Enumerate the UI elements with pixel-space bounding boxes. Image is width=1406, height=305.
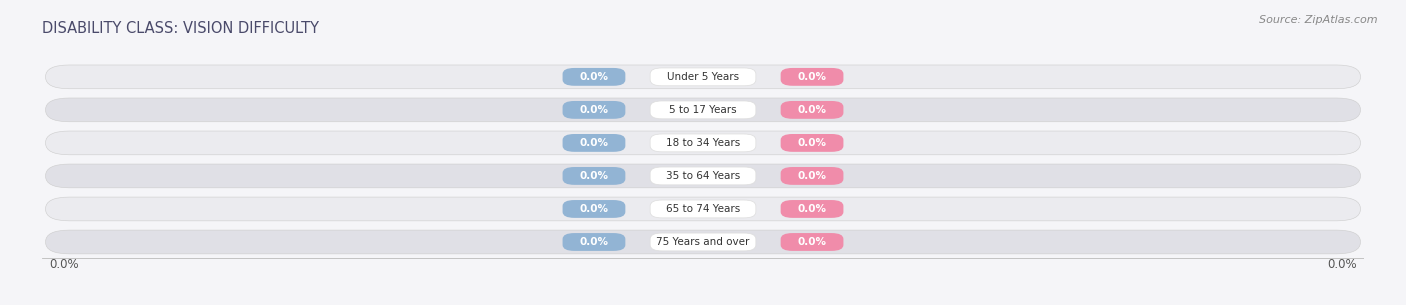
Text: 0.0%: 0.0% bbox=[579, 138, 609, 148]
Text: Under 5 Years: Under 5 Years bbox=[666, 72, 740, 82]
FancyBboxPatch shape bbox=[780, 134, 844, 152]
FancyBboxPatch shape bbox=[650, 233, 756, 251]
Text: 0.0%: 0.0% bbox=[797, 72, 827, 82]
FancyBboxPatch shape bbox=[650, 167, 756, 185]
FancyBboxPatch shape bbox=[780, 68, 844, 86]
FancyBboxPatch shape bbox=[45, 230, 1361, 254]
FancyBboxPatch shape bbox=[45, 65, 1361, 89]
Text: 18 to 34 Years: 18 to 34 Years bbox=[666, 138, 740, 148]
Text: 75 Years and over: 75 Years and over bbox=[657, 237, 749, 247]
FancyBboxPatch shape bbox=[650, 68, 756, 86]
FancyBboxPatch shape bbox=[780, 167, 844, 185]
Text: 5 to 17 Years: 5 to 17 Years bbox=[669, 105, 737, 115]
FancyBboxPatch shape bbox=[562, 167, 626, 185]
Text: 35 to 64 Years: 35 to 64 Years bbox=[666, 171, 740, 181]
Text: 0.0%: 0.0% bbox=[49, 258, 79, 271]
FancyBboxPatch shape bbox=[650, 200, 756, 218]
Text: 0.0%: 0.0% bbox=[579, 105, 609, 115]
FancyBboxPatch shape bbox=[45, 164, 1361, 188]
FancyBboxPatch shape bbox=[45, 98, 1361, 122]
FancyBboxPatch shape bbox=[780, 200, 844, 218]
Text: 65 to 74 Years: 65 to 74 Years bbox=[666, 204, 740, 214]
Text: 0.0%: 0.0% bbox=[579, 72, 609, 82]
Text: 0.0%: 0.0% bbox=[579, 204, 609, 214]
Text: 0.0%: 0.0% bbox=[797, 204, 827, 214]
Text: 0.0%: 0.0% bbox=[797, 237, 827, 247]
FancyBboxPatch shape bbox=[562, 68, 626, 86]
Text: 0.0%: 0.0% bbox=[797, 138, 827, 148]
FancyBboxPatch shape bbox=[650, 101, 756, 119]
FancyBboxPatch shape bbox=[650, 134, 756, 152]
Text: 0.0%: 0.0% bbox=[579, 171, 609, 181]
Text: 0.0%: 0.0% bbox=[579, 237, 609, 247]
FancyBboxPatch shape bbox=[562, 101, 626, 119]
FancyBboxPatch shape bbox=[780, 101, 844, 119]
FancyBboxPatch shape bbox=[45, 131, 1361, 155]
FancyBboxPatch shape bbox=[780, 233, 844, 251]
Text: 0.0%: 0.0% bbox=[797, 171, 827, 181]
FancyBboxPatch shape bbox=[562, 134, 626, 152]
Text: 0.0%: 0.0% bbox=[1327, 258, 1357, 271]
Text: DISABILITY CLASS: VISION DIFFICULTY: DISABILITY CLASS: VISION DIFFICULTY bbox=[42, 21, 319, 36]
FancyBboxPatch shape bbox=[562, 233, 626, 251]
Text: Source: ZipAtlas.com: Source: ZipAtlas.com bbox=[1260, 15, 1378, 25]
FancyBboxPatch shape bbox=[45, 197, 1361, 221]
FancyBboxPatch shape bbox=[562, 200, 626, 218]
Text: 0.0%: 0.0% bbox=[797, 105, 827, 115]
